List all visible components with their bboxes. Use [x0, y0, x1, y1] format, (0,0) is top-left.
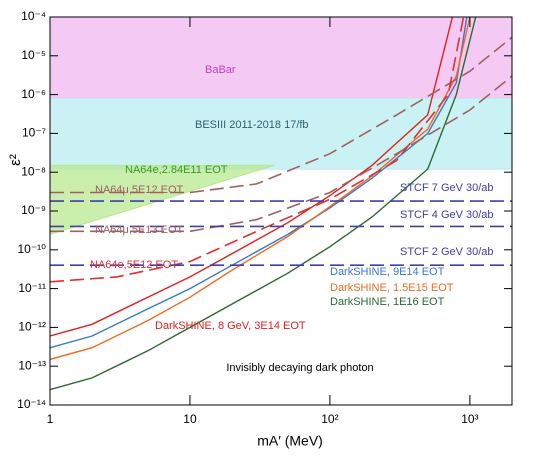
y-tick-label: 10⁻⁶	[21, 87, 46, 101]
region-label: NA64e,2.84E11 EOT	[125, 164, 228, 176]
curve-label: DarkSHINE, 9E14 EOT	[330, 266, 445, 278]
curve	[50, 17, 468, 349]
x-tick-label: 1	[47, 412, 54, 426]
exclusion-region	[50, 164, 275, 235]
curve	[50, 17, 471, 361]
curve	[50, 17, 477, 391]
curve-label: STCF 4 GeV 30/ab	[400, 209, 494, 221]
y-tick-label: 10⁻¹¹	[18, 281, 46, 295]
y-tick-label: 10⁻⁵	[21, 48, 46, 62]
curve-label: NA64e,5E12 EOT	[90, 259, 178, 271]
curve	[50, 36, 512, 194]
y-tick-label: 10⁻¹²	[18, 320, 46, 334]
region-label: BESIII 2011-2018 17/fb	[195, 119, 309, 131]
curve-label: DarkSHINE, 1.5E15 EOT	[330, 282, 454, 294]
curve-label: STCF 7 GeV 30/ab	[400, 182, 494, 194]
regions	[50, 17, 512, 235]
y-tick-label: 10⁻⁸	[21, 164, 46, 178]
x-tick-label: 10²	[321, 412, 338, 426]
annotation: Invisibly decaying dark photon	[226, 362, 373, 374]
curve-label: STCF 2 GeV 30/ab	[400, 246, 494, 258]
exclusion-region	[50, 17, 512, 99]
y-tick-label: 10⁻¹³	[18, 358, 46, 372]
y-tick-label: 10⁻¹⁰	[18, 242, 47, 256]
curve	[50, 17, 454, 337]
curve-label: NA64μ,5E13 EOT	[95, 224, 184, 236]
y-tick-label: 10⁻⁹	[21, 203, 46, 217]
x-tick-label: 10	[183, 412, 197, 426]
region-label: BaBar	[205, 64, 236, 76]
y-tick-label: 10⁻¹⁴	[17, 397, 46, 411]
exclusion-region	[50, 97, 512, 170]
x-axis-label: mA′ (MeV)	[257, 433, 323, 449]
curves	[50, 17, 512, 391]
curve	[50, 75, 512, 233]
y-axis-label: ε²	[7, 154, 24, 166]
x-tick-label: 10³	[461, 412, 478, 426]
curve-label: DarkSHINE, 8 GeV, 3E14 EOT	[155, 320, 306, 332]
y-tick-label: 10⁻⁴	[21, 9, 46, 23]
curve-label: NA64μ,5E12 EOT	[95, 184, 184, 196]
curve	[50, 17, 465, 283]
y-tick-label: 10⁻⁷	[22, 126, 46, 140]
curve-label: DarkSHINE, 1E16 EOT	[330, 296, 445, 308]
